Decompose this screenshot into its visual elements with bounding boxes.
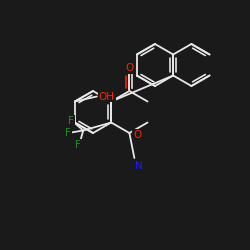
Text: F: F bbox=[65, 128, 71, 138]
Text: F: F bbox=[68, 116, 74, 126]
Text: O: O bbox=[133, 130, 141, 140]
Text: F: F bbox=[75, 140, 81, 149]
Text: O: O bbox=[125, 63, 134, 73]
Text: N: N bbox=[136, 161, 143, 171]
Text: OH: OH bbox=[99, 92, 115, 102]
